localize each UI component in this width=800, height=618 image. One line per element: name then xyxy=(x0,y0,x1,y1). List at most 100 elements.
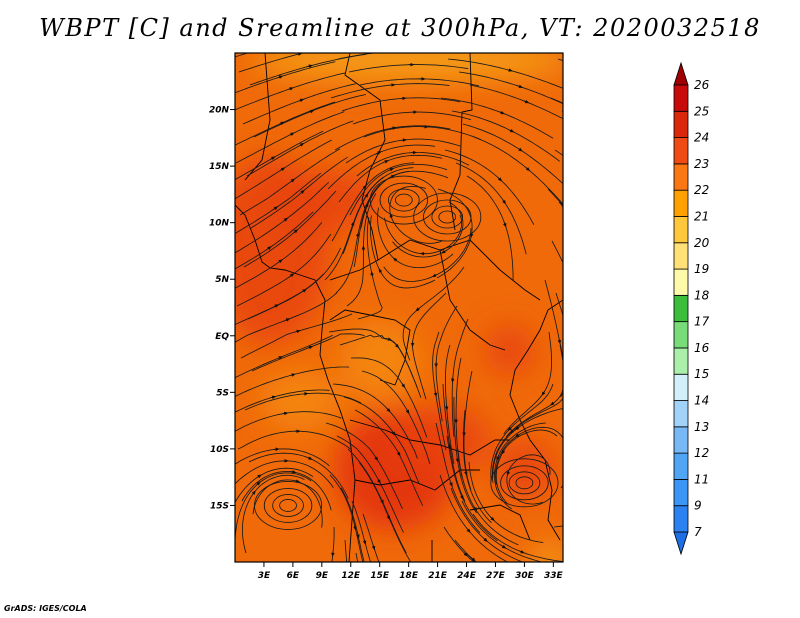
streamline-arrow xyxy=(572,362,573,366)
streamline xyxy=(557,58,563,62)
streamline xyxy=(566,163,576,170)
streamline-arrow xyxy=(497,176,503,182)
streamline xyxy=(567,306,574,325)
streamline-arrow xyxy=(378,268,383,274)
colorbar-level-label: 12 xyxy=(694,446,709,460)
streamline-arrow xyxy=(499,110,505,115)
colorbar-box xyxy=(673,373,689,401)
streamline-arrow xyxy=(289,132,295,137)
colorbar-min-triangle xyxy=(673,531,689,556)
colorbar-level-label: 25 xyxy=(694,104,709,118)
streamline-arrow xyxy=(573,73,577,74)
streamline-arrow xyxy=(566,324,567,328)
streamline-arrow xyxy=(350,221,355,228)
streamline-arrow xyxy=(517,84,524,88)
streamline-arrow xyxy=(502,199,506,205)
colorbar-box xyxy=(673,347,689,375)
streamline-arrow xyxy=(380,498,384,505)
colorbar-box xyxy=(673,268,689,296)
streamline xyxy=(238,53,305,73)
streamline xyxy=(561,110,563,112)
streamline-arrow xyxy=(400,138,408,142)
streamline-arrow xyxy=(259,49,263,50)
border-north-3 xyxy=(449,53,473,231)
streamline-arrow xyxy=(508,128,515,133)
streamline-arrow xyxy=(447,443,452,450)
lon-tick-label: 30E xyxy=(515,571,535,581)
streamline xyxy=(573,124,577,126)
streamline-arrow xyxy=(463,551,468,557)
vortex-streamline xyxy=(413,192,482,242)
vortex-streamline xyxy=(254,481,323,530)
colorbar-level-label: 11 xyxy=(694,472,709,486)
streamline-arrow xyxy=(277,75,284,79)
colorbar-level-label: 24 xyxy=(694,131,709,145)
lon-tick-label: 9E xyxy=(316,571,329,581)
streamline-arrow xyxy=(473,506,478,512)
streamline xyxy=(583,513,587,514)
streamline-arrow xyxy=(571,317,572,321)
streamline-arrow xyxy=(377,478,381,484)
colorbar-box xyxy=(673,137,689,165)
streamline-arrow xyxy=(362,184,367,190)
streamline-arrow xyxy=(490,516,495,522)
streamline-arrow xyxy=(460,494,464,500)
streamline xyxy=(577,176,580,179)
colorbar-level-label: 19 xyxy=(694,262,709,276)
streamline xyxy=(355,552,359,562)
streamline-arrow xyxy=(283,217,289,222)
streamline-arrow xyxy=(362,538,367,545)
colorbar-level-label: 18 xyxy=(694,288,710,302)
streamline-arrow xyxy=(517,147,523,152)
colorbar-box xyxy=(673,452,689,480)
streamline-arrow xyxy=(523,99,530,104)
streamline-arrow xyxy=(541,390,546,396)
vortex-streamline xyxy=(369,175,438,225)
border-south-1 xyxy=(349,419,510,456)
streamline-arrow xyxy=(356,532,360,539)
streamline-arrow xyxy=(374,455,379,461)
streamline-arrow xyxy=(441,249,447,254)
streamline-arrow xyxy=(392,257,398,262)
streamline-arrow xyxy=(386,407,391,413)
lon-tick-label: 6E xyxy=(287,571,300,581)
streamline-arrow xyxy=(306,64,314,68)
border-north-2 xyxy=(344,53,386,201)
streamline-arrow xyxy=(478,564,481,567)
streamline-arrow xyxy=(455,456,460,463)
lon-tick-label: 27E xyxy=(486,571,506,581)
vortex-streamline xyxy=(438,210,457,224)
streamline-arrow xyxy=(573,218,576,221)
streamline-arrow xyxy=(355,232,360,239)
streamline-arrow xyxy=(251,490,256,496)
streamline xyxy=(569,72,577,75)
colorbar-level-label: 14 xyxy=(694,394,709,408)
colorbar-level-label: 17 xyxy=(694,315,710,329)
colorbar-box xyxy=(673,163,689,191)
lat-tick-label: 15N xyxy=(209,162,230,172)
vortex-streamline xyxy=(423,199,472,235)
streamline-arrow xyxy=(503,221,507,228)
lat-tick-label: 20N xyxy=(209,106,230,116)
colorbar-box xyxy=(673,505,689,533)
vortex-streamline xyxy=(431,205,464,229)
streamline-arrow xyxy=(496,455,500,461)
lon-tick-label: 15E xyxy=(370,571,390,581)
lon-tick-label: 3E xyxy=(258,571,271,581)
streamline xyxy=(565,539,577,540)
streamline-arrow xyxy=(506,469,511,476)
streamline xyxy=(580,85,584,87)
streamline-arrow xyxy=(396,451,401,457)
warm-region-southeast xyxy=(495,440,555,500)
colorbar-box xyxy=(673,242,689,270)
streamline-arrow xyxy=(277,356,283,360)
streamline-arrow xyxy=(255,481,261,486)
streamline-arrow xyxy=(570,471,572,475)
streamline xyxy=(578,319,580,323)
streamline-arrow xyxy=(290,470,297,474)
map-frame xyxy=(234,52,564,563)
streamline-arrow xyxy=(273,304,280,308)
vortex-streamline xyxy=(379,182,429,218)
colorbar-box xyxy=(673,216,689,244)
colorbar-box xyxy=(673,479,689,507)
